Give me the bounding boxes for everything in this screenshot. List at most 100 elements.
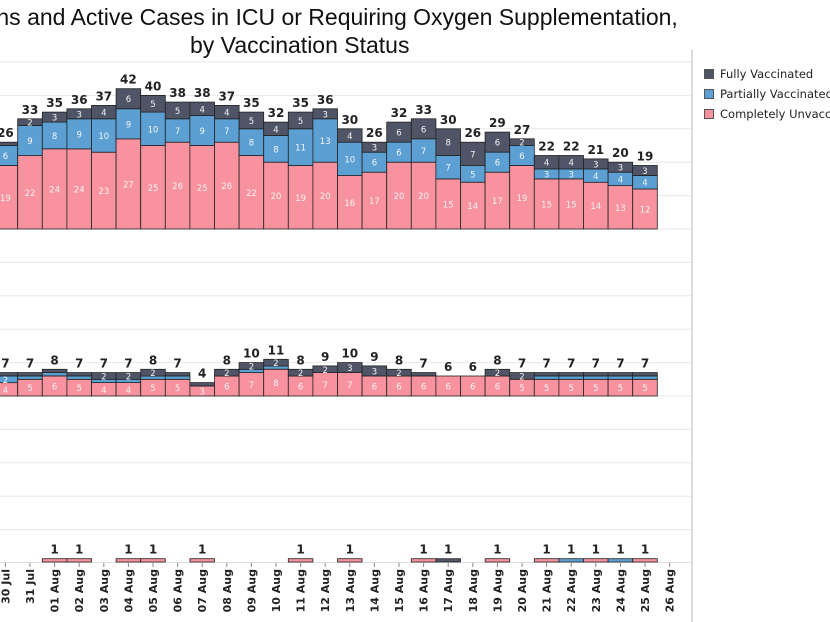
total-label: 6 <box>444 360 452 374</box>
segment-label: 4 <box>568 159 573 169</box>
segment-label: 2 <box>249 362 254 372</box>
segment-label: 3 <box>372 144 377 154</box>
segment-label: 10 <box>98 132 109 142</box>
segment-label: 6 <box>372 159 377 169</box>
legend-swatch <box>704 89 714 99</box>
segment-label: 2 <box>298 369 303 379</box>
total-label: 35 <box>243 96 260 110</box>
segment-label: 6 <box>3 152 8 162</box>
total-label: 1 <box>444 543 452 557</box>
x-tick-label: 24 Aug <box>614 569 627 612</box>
segment-label: 3 <box>642 167 647 177</box>
segment-label: 5 <box>150 384 155 394</box>
x-tick-label: 04 Aug <box>122 569 135 612</box>
segment-label: 14 <box>590 202 601 212</box>
total-label: 37 <box>218 89 235 103</box>
total-label: 32 <box>391 106 408 120</box>
bar-segment <box>189 145 215 230</box>
bar-segment <box>533 372 560 377</box>
segment-label: 6 <box>495 159 500 169</box>
total-label: 33 <box>415 103 432 117</box>
x-tick-label: 16 Aug <box>418 569 431 612</box>
segment-label: 6 <box>396 149 401 159</box>
x-tick-label: 30 Jul <box>0 569 12 604</box>
bar-segment <box>533 558 560 563</box>
bar-segment <box>533 375 560 380</box>
segment-label: 3 <box>76 110 81 120</box>
segment-label: 3 <box>568 170 573 180</box>
bar-segment <box>410 372 437 377</box>
total-label: 10 <box>243 347 260 361</box>
segment-label: 19 <box>517 194 528 204</box>
total-label: 9 <box>321 350 329 364</box>
bar-segment <box>558 372 584 377</box>
total-label: 1 <box>616 543 624 557</box>
segment-label: 17 <box>492 197 503 207</box>
total-label: 33 <box>22 103 39 117</box>
total-label: 1 <box>149 543 157 557</box>
total-label: 6 <box>469 360 477 374</box>
bar-segment <box>337 141 363 176</box>
segment-label: 2 <box>495 369 500 379</box>
segment-label: 2 <box>150 369 155 379</box>
segment-label: 4 <box>273 125 278 135</box>
segment-label: 2 <box>101 373 106 383</box>
bar-segment <box>583 375 609 380</box>
segment-label: 7 <box>470 150 475 160</box>
total-label: 40 <box>145 79 162 93</box>
bar-segment <box>484 558 511 563</box>
bar-segment <box>41 558 68 563</box>
segment-label: 6 <box>396 129 401 139</box>
total-label: 22 <box>538 140 555 154</box>
x-tick-label: 11 Aug <box>295 569 308 612</box>
total-label: 35 <box>46 96 63 110</box>
segment-label: 5 <box>519 384 524 394</box>
total-label: 29 <box>489 116 506 130</box>
x-tick-label: 22 Aug <box>565 569 578 612</box>
segment-label: 4 <box>101 109 106 119</box>
segment-label: 12 <box>640 206 651 216</box>
total-label: 7 <box>173 357 181 371</box>
bar-segment <box>607 558 634 563</box>
segment-label: 17 <box>369 197 380 207</box>
bar-segment <box>410 558 437 563</box>
x-tick-label: 10 Aug <box>270 569 283 612</box>
bar-segment <box>238 128 265 156</box>
legend-swatch <box>704 69 714 79</box>
legend-label: Fully Vaccinated <box>720 67 814 81</box>
bar-segment <box>17 125 43 157</box>
bar-segment <box>632 372 658 377</box>
segment-label: 4 <box>642 179 647 189</box>
segment-label: 25 <box>148 184 159 194</box>
segment-label: 24 <box>49 185 60 195</box>
total-label: 9 <box>370 350 378 364</box>
legend-item-fully-vaccinated: Fully Vaccinated <box>704 64 830 84</box>
segment-label: 4 <box>224 109 229 119</box>
bar-segment <box>386 161 412 230</box>
segment-label: 23 <box>98 187 109 197</box>
segment-label: 2 <box>396 369 401 379</box>
bar-segment <box>607 375 634 380</box>
segment-label: 15 <box>566 200 577 210</box>
segment-label: 24 <box>74 185 85 195</box>
segment-label: 25 <box>197 184 208 194</box>
total-label: 37 <box>95 89 112 103</box>
x-tick-label: 19 Aug <box>491 569 504 612</box>
bar-segment <box>558 558 584 563</box>
x-tick-label: 21 Aug <box>541 569 554 612</box>
total-label: 26 <box>366 126 383 140</box>
bar-segment <box>632 558 658 563</box>
segment-label: 2 <box>273 359 278 369</box>
bar-segment <box>484 171 511 230</box>
x-tick-label: 18 Aug <box>467 569 480 612</box>
x-tick-label: 01 Aug <box>49 569 62 612</box>
x-tick-label: 08 Aug <box>221 569 234 612</box>
bar-segment <box>583 372 609 377</box>
bar-segment <box>41 148 68 230</box>
segment-label: 2 <box>519 139 524 149</box>
total-label: 8 <box>149 353 157 367</box>
x-tick-label: 02 Aug <box>73 569 86 612</box>
segment-label: 5 <box>27 384 32 394</box>
total-label: 7 <box>641 357 649 371</box>
